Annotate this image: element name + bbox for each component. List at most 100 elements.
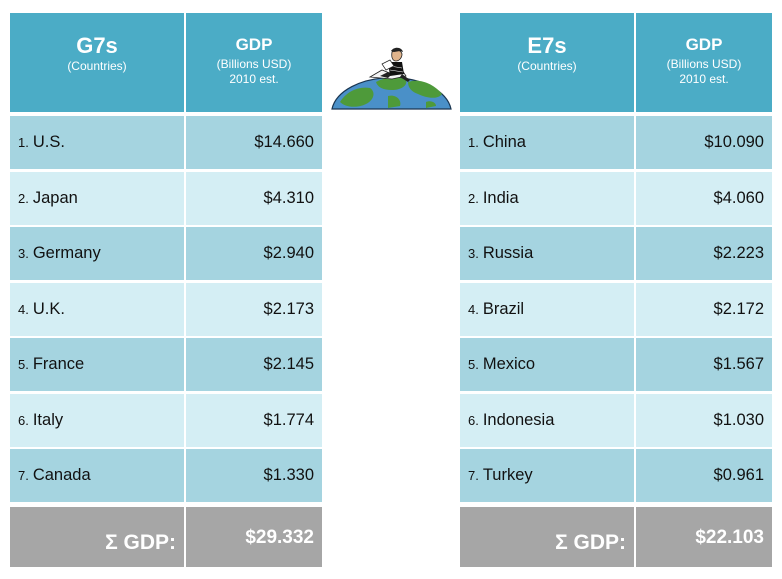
country-name: U.K. xyxy=(32,299,65,318)
gdp-value: $2.145 xyxy=(263,355,314,373)
gdp-value: $4.060 xyxy=(713,188,764,207)
country-name: Mexico xyxy=(482,355,536,373)
globe-with-reading-person-icon xyxy=(331,47,452,110)
rank-label: 2. xyxy=(468,190,479,206)
country-name: India xyxy=(482,188,519,207)
country-name: France xyxy=(32,355,85,373)
g7-gdp-title: GDP xyxy=(235,35,273,54)
table-row: 4. Brazil $2.172 xyxy=(460,282,772,336)
gdp-value: $10.090 xyxy=(704,133,764,151)
gdp-value: $0.961 xyxy=(713,466,764,484)
table-row: 3. Russia $2.223 xyxy=(460,227,772,280)
rank-label: 7. xyxy=(18,468,29,483)
rank-label: 6. xyxy=(468,412,479,428)
country-cell: 2. Japan xyxy=(10,171,184,225)
gdp-cell: $2.940 xyxy=(186,227,322,280)
table-row: 1. U.S. $14.660 xyxy=(10,116,322,169)
gdp-value: $14.660 xyxy=(254,133,314,151)
country-cell: 5. France xyxy=(10,338,184,391)
country-name: Canada xyxy=(32,466,91,484)
rank-label: 5. xyxy=(18,357,29,372)
gdp-value: $2.172 xyxy=(713,299,764,318)
gdp-value: $1.330 xyxy=(263,466,314,484)
g7-total-label: Σ GDP: xyxy=(10,507,184,567)
gdp-cell: $2.172 xyxy=(636,282,772,336)
country-name: U.S. xyxy=(32,133,65,151)
e7-country-header: E7s (Countries) xyxy=(460,13,634,112)
country-cell: 5. Mexico xyxy=(460,338,634,391)
gdp-value: $2.223 xyxy=(713,244,764,262)
rank-label: 6. xyxy=(18,412,29,428)
country-cell: 7. Canada xyxy=(10,449,184,502)
g7-total-value: $29.332 xyxy=(186,507,322,567)
e7-subtitle: (Countries) xyxy=(517,59,577,73)
g7-gdp-year: 2010 est. xyxy=(229,72,279,86)
table-row: 3. Germany $2.940 xyxy=(10,227,322,280)
g7-gdp-header: GDP (Billions USD) 2010 est. xyxy=(186,13,322,112)
table-row: 7. Turkey $0.961 xyxy=(460,449,772,502)
e7-gdp-header: GDP (Billions USD) 2010 est. xyxy=(636,13,772,112)
e7-gdp-year: 2010 est. xyxy=(679,72,729,86)
g7-gdp-unit: (Billions USD) xyxy=(216,57,292,71)
gdp-cell: $4.060 xyxy=(636,171,772,225)
table-row: 2. Japan $4.310 xyxy=(10,171,322,225)
e7-gdp-title: GDP xyxy=(685,35,723,54)
country-cell: 1. China xyxy=(460,116,634,169)
rank-label: 7. xyxy=(468,468,479,483)
rank-label: 4. xyxy=(18,301,29,317)
rank-label: 5. xyxy=(468,357,479,372)
country-cell: 6. Indonesia xyxy=(460,393,634,447)
table-row: 6. Indonesia $1.030 xyxy=(460,393,772,447)
e7-total-row: Σ GDP: $22.103 xyxy=(460,507,772,567)
country-name: Italy xyxy=(32,410,64,429)
rank-label: 4. xyxy=(468,301,479,317)
table-row: 4. U.K. $2.173 xyxy=(10,282,322,336)
gdp-cell: $14.660 xyxy=(186,116,322,169)
g7-total-row: Σ GDP: $29.332 xyxy=(10,507,322,567)
table-row: 5. Mexico $1.567 xyxy=(460,338,772,391)
country-cell: 7. Turkey xyxy=(460,449,634,502)
country-cell: 3. Germany xyxy=(10,227,184,280)
country-name: Brazil xyxy=(482,299,525,318)
e7-total-label: Σ GDP: xyxy=(460,507,634,567)
gdp-cell: $4.310 xyxy=(186,171,322,225)
e7-total-value: $22.103 xyxy=(636,507,772,567)
gdp-cell: $10.090 xyxy=(636,116,772,169)
country-name: Russia xyxy=(482,244,534,262)
country-name: Indonesia xyxy=(482,410,555,429)
table-row: 2. India $4.060 xyxy=(460,171,772,225)
gdp-cell: $1.330 xyxy=(186,449,322,502)
g7-subtitle: (Countries) xyxy=(67,59,127,73)
g7-title: G7s xyxy=(76,33,118,58)
gdp-value: $2.940 xyxy=(263,244,314,262)
g7-country-header: G7s (Countries) xyxy=(10,13,184,112)
table-row: 1. China $10.090 xyxy=(460,116,772,169)
country-name: China xyxy=(482,133,526,151)
gdp-cell: $0.961 xyxy=(636,449,772,502)
gdp-value: $1.030 xyxy=(713,410,764,429)
gdp-cell: $2.223 xyxy=(636,227,772,280)
country-cell: 4. U.K. xyxy=(10,282,184,336)
gdp-value: $1.567 xyxy=(713,355,764,373)
gdp-cell: $2.145 xyxy=(186,338,322,391)
country-cell: 3. Russia xyxy=(460,227,634,280)
country-cell: 2. India xyxy=(460,171,634,225)
table-row: 7. Canada $1.330 xyxy=(10,449,322,502)
country-name: Japan xyxy=(32,188,78,207)
gdp-cell: $1.030 xyxy=(636,393,772,447)
gdp-cell: $1.567 xyxy=(636,338,772,391)
rank-label: 1. xyxy=(18,135,29,150)
rank-label: 3. xyxy=(468,246,479,261)
table-row: 6. Italy $1.774 xyxy=(10,393,322,447)
country-cell: 4. Brazil xyxy=(460,282,634,336)
country-name: Germany xyxy=(32,244,101,262)
country-cell: 6. Italy xyxy=(10,393,184,447)
rank-label: 2. xyxy=(18,190,29,206)
table-row: 5. France $2.145 xyxy=(10,338,322,391)
e7-title: E7s xyxy=(527,33,567,58)
country-cell: 1. U.S. xyxy=(10,116,184,169)
gdp-value: $2.173 xyxy=(263,299,314,318)
rank-label: 3. xyxy=(18,246,29,261)
gdp-value: $1.774 xyxy=(263,410,314,429)
gdp-value: $4.310 xyxy=(263,188,314,207)
